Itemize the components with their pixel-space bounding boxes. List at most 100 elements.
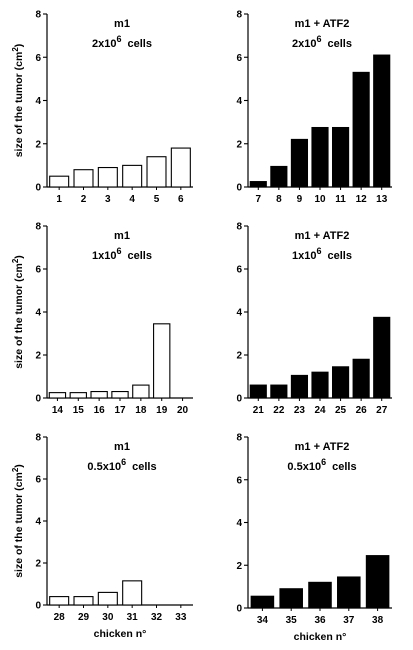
panel-2-bar-7 — [249, 181, 267, 188]
panel-5-category-label-29: 29 — [78, 612, 90, 623]
panel-2-ytick-label-4: 8 — [236, 10, 242, 21]
panel-2-ytick-label-2: 4 — [236, 96, 242, 107]
panel-3-ytick-label-1: 2 — [35, 351, 41, 362]
panel-3-ytick-label-0: 0 — [35, 394, 41, 405]
panel-1-ytick-label-0: 0 — [35, 183, 41, 194]
panel-3-category-label-20: 20 — [177, 405, 189, 416]
panel-3-ytick-label-2: 4 — [35, 308, 41, 319]
panel-1-bar-3 — [97, 166, 118, 188]
panel-4-cell-count-base: 1x10 — [292, 250, 316, 262]
panel-5-bar-30 — [97, 591, 118, 606]
panel-3-bar-15 — [69, 392, 87, 399]
panel-4-ytick-label-2: 4 — [236, 308, 242, 319]
panel-6-category-label-37: 37 — [343, 615, 355, 626]
panel-2-cell-count-exponent: 6 — [317, 34, 322, 44]
panel-1-bar-1 — [49, 175, 70, 188]
panel-3-cell-count-label: 1x106 cells — [92, 246, 152, 262]
panel-1-y-axis-label-close: ) — [13, 44, 25, 48]
panel-3-bar-18 — [132, 384, 150, 399]
panel-5-cell-count-label: 0.5x106 cells — [87, 457, 156, 473]
panel-6-bar-37 — [337, 576, 361, 609]
panel-5-category-label-28: 28 — [54, 612, 66, 623]
panel-5-category-label-33: 33 — [175, 612, 187, 623]
panel-3-y-axis-label: size of the tumor (cm2) — [11, 255, 25, 369]
panel-3-bar-19 — [153, 323, 171, 399]
panel-5-bar-31 — [122, 580, 143, 606]
panel-1-y-axis-label-exponent: 2 — [11, 47, 20, 52]
panel-6-ytick-label-0: 0 — [236, 604, 242, 615]
panel-3-category-label-15: 15 — [73, 405, 85, 416]
panel-4-cell-count-unit: cells — [328, 250, 352, 262]
panel-6-cell-count-unit: cells — [332, 461, 356, 473]
panel-2-ytick-label-3: 6 — [236, 53, 242, 64]
panel-6-cell-count-exponent: 6 — [321, 457, 326, 467]
panel-5-category-label-32: 32 — [151, 612, 163, 623]
panel-3-y-axis-label-text: size of the tumor (cm — [13, 263, 25, 369]
panel-1-bar-5 — [146, 156, 167, 188]
panel-4-ytick-label-0: 0 — [236, 394, 242, 405]
panel-6-bar-35 — [279, 588, 303, 609]
panel-5-condition-label: m1 — [114, 441, 130, 453]
panel-3-category-label-14: 14 — [52, 405, 64, 416]
panel-6-bar-34 — [250, 595, 275, 609]
panel-5-y-axis-label-text: size of the tumor (cm — [13, 472, 25, 578]
panel-4-category-label-27: 27 — [376, 405, 388, 416]
panel-6-ytick-label-3: 6 — [236, 475, 242, 486]
panel-6-ytick-label-2: 4 — [236, 518, 242, 529]
panel-6-category-label-38: 38 — [372, 615, 384, 626]
panel-3-y-axis-label-exponent: 2 — [11, 258, 20, 263]
panel-5-cell-count-unit: cells — [132, 461, 156, 473]
panel-1-y-axis-label-text: size of the tumor (cm — [13, 52, 25, 158]
panel-5-x-axis-label: chicken n° — [94, 628, 147, 640]
panel-1-cell-count-unit: cells — [128, 38, 152, 50]
panel-6-ytick-label-4: 8 — [236, 433, 242, 444]
panel-3-condition-label: m1 — [114, 230, 130, 242]
panel-2-category-label-9: 9 — [297, 194, 303, 205]
panel-2-bar-12 — [352, 71, 370, 188]
panel-4-condition-label: m1 + ATF2 — [295, 230, 350, 242]
panel-6-bar-36 — [308, 581, 332, 609]
panel-1-bar-4 — [122, 164, 143, 188]
panel-2-category-label-13: 13 — [376, 194, 388, 205]
panel-4-category-label-25: 25 — [335, 405, 347, 416]
panel-1-cell-count-label: 2x106 cells — [92, 34, 152, 50]
panel-1-ytick-label-2: 4 — [35, 96, 41, 107]
panel-1-category-label-5: 5 — [154, 194, 160, 205]
panel-4-category-label-26: 26 — [356, 405, 368, 416]
panel-5-y-axis-label: size of the tumor (cm2) — [11, 464, 25, 578]
panel-6-cell-count-base: 0.5x10 — [287, 461, 321, 473]
panel-1-y-axis-label: size of the tumor (cm2) — [11, 44, 25, 158]
panel-1-cell-count-exponent: 6 — [117, 34, 122, 44]
panel-1-category-label-1: 1 — [56, 194, 62, 205]
panel-1-category-label-4: 4 — [129, 194, 135, 205]
panel-2-bar-8 — [270, 165, 288, 188]
panel-5-bar-28 — [49, 596, 70, 606]
panel-2-ytick-label-0: 0 — [236, 183, 242, 194]
panel-2-category-label-8: 8 — [276, 194, 282, 205]
panel-5-bar-29 — [73, 596, 94, 606]
panel-4-bar-24 — [311, 371, 329, 399]
panel-5-cell-count-exponent: 6 — [121, 457, 126, 467]
panel-4-category-label-23: 23 — [294, 405, 306, 416]
panel-5-ytick-label-4: 8 — [35, 433, 41, 444]
panel-6-category-label-34: 34 — [257, 615, 269, 626]
panel-6-condition-label: m1 + ATF2 — [295, 441, 350, 453]
panel-2-category-label-11: 11 — [335, 194, 346, 205]
panel-4-bar-25 — [331, 366, 350, 399]
panel-5-y-axis-label-close: ) — [13, 464, 25, 468]
panel-3-category-label-16: 16 — [94, 405, 106, 416]
panel-2-cell-count-base: 2x10 — [292, 38, 316, 50]
panel-4-cell-count-label: 1x106 cells — [292, 246, 352, 262]
panel-6-cell-count-label: 0.5x106 cells — [287, 457, 356, 473]
panel-4-bar-21 — [249, 384, 267, 399]
panel-4-bar-22 — [270, 384, 288, 399]
panel-2-ytick-label-1: 2 — [236, 139, 242, 150]
panel-6-category-label-35: 35 — [286, 615, 298, 626]
panel-3-bar-14 — [48, 392, 67, 399]
panel-4-bar-23 — [290, 374, 309, 399]
panel-5-ytick-label-3: 6 — [35, 475, 41, 486]
